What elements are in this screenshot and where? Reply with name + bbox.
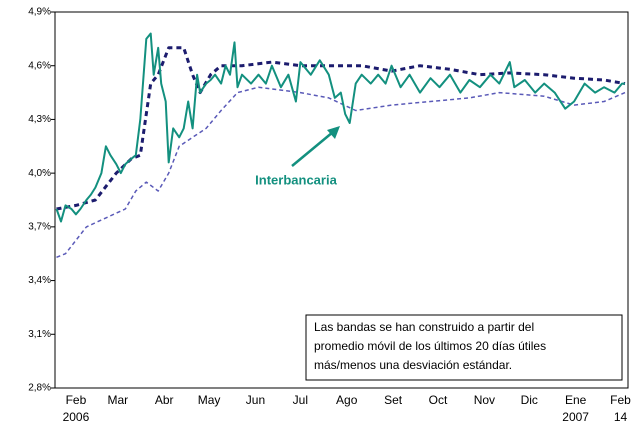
y-tick-label: 2,8% xyxy=(28,383,51,394)
x-tick-label: Ago xyxy=(336,393,358,407)
x-tick-sublabel: 2006 xyxy=(63,410,90,424)
x-tick-label: May xyxy=(198,393,221,407)
note-box xyxy=(305,314,623,381)
x-tick-label: Nov xyxy=(474,393,495,407)
x-tick-label: Set xyxy=(384,393,403,407)
annotation-arrow xyxy=(291,131,334,167)
x-tick-label: Feb xyxy=(610,393,631,407)
x-tick-label: Jul xyxy=(293,393,308,407)
series-line xyxy=(55,32,625,223)
x-tick-label: Mar xyxy=(107,393,128,407)
note-line: promedio móvil de los últimos 20 días út… xyxy=(314,339,546,353)
y-tick-label: 3,4% xyxy=(28,275,51,286)
y-tick-label: 4,6% xyxy=(28,60,51,71)
x-tick-label: Feb xyxy=(66,393,87,407)
x-tick-label: Oct xyxy=(429,393,448,407)
y-tick-label: 4,3% xyxy=(28,114,51,125)
x-tick-label: Abr xyxy=(155,393,174,407)
x-tick-label: Jun xyxy=(246,393,265,407)
y-tick-label: 4,9% xyxy=(28,7,51,18)
y-tick-label: 3,7% xyxy=(28,221,51,232)
series-annotation: Interbancaria xyxy=(255,172,337,187)
y-tick-label: 3,1% xyxy=(28,329,51,340)
band-line xyxy=(56,46,626,211)
x-tick-sublabel: 2007 xyxy=(562,410,589,424)
y-tick-label: 4,0% xyxy=(28,168,51,179)
note-line: más/menos una desviación estándar. xyxy=(314,358,512,372)
x-tick-sublabel: 14 xyxy=(614,410,628,424)
plot-frame xyxy=(54,11,629,389)
x-tick-label: Dic xyxy=(521,393,538,407)
band-line xyxy=(56,86,626,258)
note-line: Las bandas se han construido a partir de… xyxy=(314,320,534,334)
x-tick-label: Ene xyxy=(565,393,587,407)
annotation-arrowhead xyxy=(327,126,340,139)
